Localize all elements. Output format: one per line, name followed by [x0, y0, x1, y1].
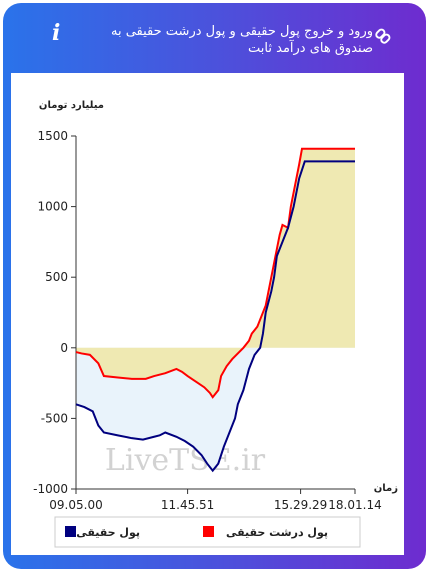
legend-swatch	[203, 526, 214, 537]
y-tick-label: 500	[45, 270, 68, 284]
legend-swatch	[65, 526, 76, 537]
x-tick-label: 18.01.14	[328, 498, 381, 512]
x-axis-title: زمان	[374, 483, 398, 494]
y-tick-label: -500	[41, 411, 68, 425]
info-icon[interactable]: i	[52, 20, 60, 46]
y-axis-title: میلیارد تومان	[39, 100, 104, 111]
y-tick-label: 0	[60, 341, 68, 355]
series-line	[75, 160, 355, 473]
y-tick-label: -1000	[33, 482, 68, 496]
series-area	[76, 148, 355, 398]
legend-label: پول حقیقی	[76, 526, 140, 539]
x-tick-label: 15.29.29	[274, 498, 327, 512]
legend-label: پول درشت حقیقی	[226, 526, 328, 539]
x-tick-label: 09.05.00	[49, 498, 102, 512]
y-tick-label: 1000	[37, 200, 68, 214]
link-icon[interactable]	[375, 28, 391, 44]
watermark: LiveTSE.ir	[105, 443, 266, 478]
x-tick-label: 11.45.51	[161, 498, 214, 512]
y-tick-label: 1500	[37, 129, 68, 143]
card-title: ورود و خروج پول حقیقی و پول درشت حقیقی ب…	[110, 24, 373, 56]
series-line	[75, 147, 355, 399]
